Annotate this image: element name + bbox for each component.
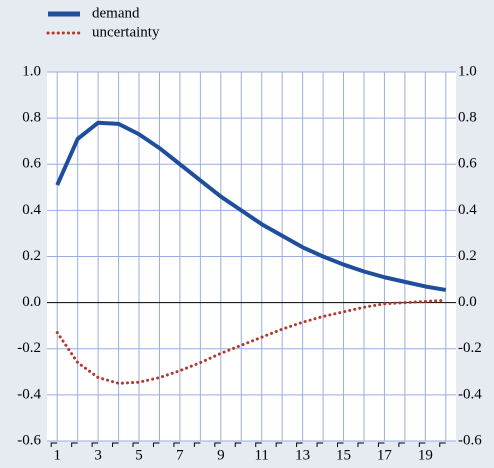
- x-tick-label: 7: [176, 447, 184, 463]
- y2-tick-label: -0.6: [458, 432, 482, 448]
- series-line: [55, 120, 447, 292]
- y-tick-label: 0.0: [22, 294, 41, 310]
- y2-tick-label: 0.0: [458, 294, 477, 310]
- x-tick-mark: [132, 442, 140, 447]
- x-tick-label: 1: [53, 447, 61, 463]
- x-tick-label: 13: [295, 447, 310, 463]
- x-tick-mark: [316, 442, 324, 447]
- x-tick-mark: [234, 442, 242, 447]
- y-tick-label: 0.6: [22, 156, 41, 172]
- y2-tick-label: 0.6: [458, 156, 477, 172]
- y2-tick-label: 0.2: [458, 248, 477, 264]
- y2-tick-label: -0.2: [458, 340, 482, 356]
- series-line: [55, 298, 448, 385]
- y-tick-label: -0.2: [17, 340, 41, 356]
- y-tick-label: 0.2: [22, 248, 41, 264]
- y2-tick-label: 0.4: [458, 202, 477, 218]
- x-tick-mark: [337, 442, 344, 447]
- x-tick-label: 11: [254, 447, 268, 463]
- x-tick-label: 15: [336, 447, 351, 463]
- x-tick-mark: [255, 442, 262, 447]
- x-tick-mark: [173, 442, 180, 447]
- x-tick-mark: [112, 442, 119, 447]
- y-tick-label: 0.8: [22, 110, 41, 126]
- y-tick-label: 1.0: [22, 63, 41, 79]
- x-tick-mark: [357, 442, 364, 447]
- x-tick-label: 3: [94, 447, 102, 463]
- x-tick-mark: [377, 442, 385, 447]
- y-tick-label: -0.4: [17, 386, 41, 402]
- x-tick-mark: [91, 442, 99, 447]
- y2-tick-label: 1.0: [458, 63, 477, 79]
- x-tick-label: 19: [418, 447, 433, 463]
- x-tick-mark: [275, 442, 283, 447]
- x-tick-mark: [296, 442, 303, 447]
- y2-tick-label: 0.8: [458, 110, 477, 126]
- y-tick-label: 0.4: [22, 202, 41, 218]
- legend-label: uncertainty: [92, 24, 160, 40]
- y2-tick-label: -0.4: [458, 386, 482, 402]
- x-tick-mark: [152, 442, 160, 447]
- x-tick-label: 17: [377, 447, 393, 463]
- x-tick-label: 9: [217, 447, 225, 463]
- y-tick-label: -0.6: [17, 432, 41, 448]
- x-tick-label: 5: [135, 447, 143, 463]
- x-tick-mark: [398, 442, 405, 447]
- x-tick-mark: [439, 442, 446, 447]
- x-tick-mark: [418, 442, 426, 447]
- x-tick-mark: [193, 442, 201, 447]
- x-tick-mark: [50, 442, 58, 447]
- x-tick-mark: [71, 442, 78, 447]
- legend-label: demand: [92, 5, 140, 21]
- x-tick-mark: [214, 442, 221, 447]
